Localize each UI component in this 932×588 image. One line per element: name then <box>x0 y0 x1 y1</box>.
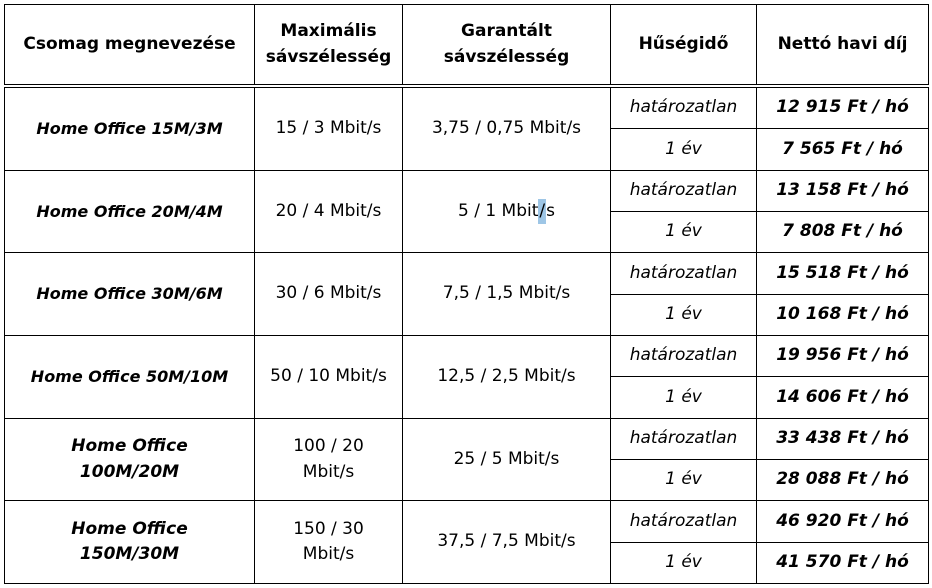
table-row: Home Office 150M/30M 150 / 30 Mbit/s 37,… <box>4 500 929 584</box>
table-row: 1 év 10 168 Ft / hó <box>5 293 929 337</box>
loyalty-term: 1 év <box>610 211 757 254</box>
header-package-name: Csomag megnevezése <box>4 4 255 88</box>
max-bandwidth: 15 / 3 Mbit/s <box>254 85 403 171</box>
monthly-price: 12 915 Ft / hó <box>756 85 929 130</box>
header-row: Csomag megnevezése Maximális sávszélessé… <box>4 4 929 88</box>
pricing-table: Csomag megnevezése Maximális sávszélessé… <box>4 4 929 585</box>
monthly-price: 41 570 Ft / hó <box>756 541 929 585</box>
table-row: 1 év 7 808 Ft / hó <box>5 211 929 254</box>
monthly-price: 7 808 Ft / hó <box>756 211 929 254</box>
guaranteed-bandwidth: 12,5 / 2,5 Mbit/s <box>402 335 611 419</box>
header-guaranteed-bandwidth: Garantált sávszélesség <box>402 4 611 88</box>
table-row: Home Office 20M/4M 20 / 4 Mbit/s 5 / 1 M… <box>4 169 929 254</box>
monthly-price: 15 518 Ft / hó <box>756 252 929 295</box>
header-loyalty-period: Hűségidő <box>610 4 757 88</box>
max-bandwidth: 30 / 6 Mbit/s <box>254 252 403 337</box>
guaranteed-bandwidth: 25 / 5 Mbit/s <box>402 417 611 502</box>
guaranteed-bandwidth-text-end: s <box>546 200 555 221</box>
loyalty-term: határozatlan <box>610 500 757 543</box>
max-bandwidth: 100 / 20 Mbit/s <box>254 417 403 502</box>
table-row: Home Office 30M/6M 30 / 6 Mbit/s 7,5 / 1… <box>4 252 929 337</box>
guaranteed-bandwidth: 37,5 / 7,5 Mbit/s <box>402 500 611 584</box>
table-row: 1 év 28 088 Ft / hó <box>5 458 929 502</box>
monthly-price: 46 920 Ft / hó <box>756 500 929 543</box>
monthly-price: 10 168 Ft / hó <box>756 293 929 337</box>
guaranteed-bandwidth: 3,75 / 0,75 Mbit/s <box>402 85 611 171</box>
package-name: Home Office 100M/20M <box>4 417 255 502</box>
loyalty-term: 1 év <box>610 541 757 585</box>
table-row: 1 év 7 565 Ft / hó <box>5 128 929 171</box>
loyalty-term: határozatlan <box>610 252 757 295</box>
monthly-price: 19 956 Ft / hó <box>756 335 929 378</box>
table-row: 1 év 41 570 Ft / hó <box>5 541 929 585</box>
monthly-price: 28 088 Ft / hó <box>756 458 929 502</box>
monthly-price: 7 565 Ft / hó <box>756 128 929 171</box>
package-name: Home Office 15M/3M <box>4 85 255 171</box>
loyalty-term: határozatlan <box>610 169 757 213</box>
table-row: Home Office 100M/20M 100 / 20 Mbit/s 25 … <box>4 417 929 502</box>
package-name: Home Office 150M/30M <box>4 500 255 584</box>
package-name: Home Office 20M/4M <box>4 169 255 254</box>
monthly-price: 14 606 Ft / hó <box>756 376 929 419</box>
table-row: Home Office 50M/10M 50 / 10 Mbit/s 12,5 … <box>4 335 929 419</box>
package-name: Home Office 30M/6M <box>4 252 255 337</box>
text-selection-highlight: / <box>538 198 547 225</box>
loyalty-term: 1 év <box>610 293 757 337</box>
loyalty-term: határozatlan <box>610 417 757 461</box>
max-bandwidth: 150 / 30 Mbit/s <box>254 500 403 584</box>
loyalty-term: 1 év <box>610 128 757 171</box>
loyalty-term: határozatlan <box>610 85 757 130</box>
max-bandwidth: 20 / 4 Mbit/s <box>254 169 403 254</box>
header-net-monthly-fee: Nettó havi díj <box>756 4 929 88</box>
loyalty-term: 1 év <box>610 458 757 502</box>
guaranteed-bandwidth[interactable]: 5 / 1 Mbit/s <box>402 169 611 254</box>
loyalty-term: határozatlan <box>610 335 757 378</box>
monthly-price: 33 438 Ft / hó <box>756 417 929 461</box>
guaranteed-bandwidth-text: 5 / 1 Mbit <box>457 200 539 221</box>
loyalty-term: 1 év <box>610 376 757 419</box>
guaranteed-bandwidth: 7,5 / 1,5 Mbit/s <box>402 252 611 337</box>
table-row: 1 év 14 606 Ft / hó <box>5 376 929 419</box>
header-max-bandwidth: Maximális sávszélesség <box>254 4 403 88</box>
monthly-price: 13 158 Ft / hó <box>756 169 929 213</box>
package-name: Home Office 50M/10M <box>4 335 255 419</box>
table-row: Home Office 15M/3M 15 / 3 Mbit/s 3,75 / … <box>4 85 929 171</box>
max-bandwidth: 50 / 10 Mbit/s <box>254 335 403 419</box>
